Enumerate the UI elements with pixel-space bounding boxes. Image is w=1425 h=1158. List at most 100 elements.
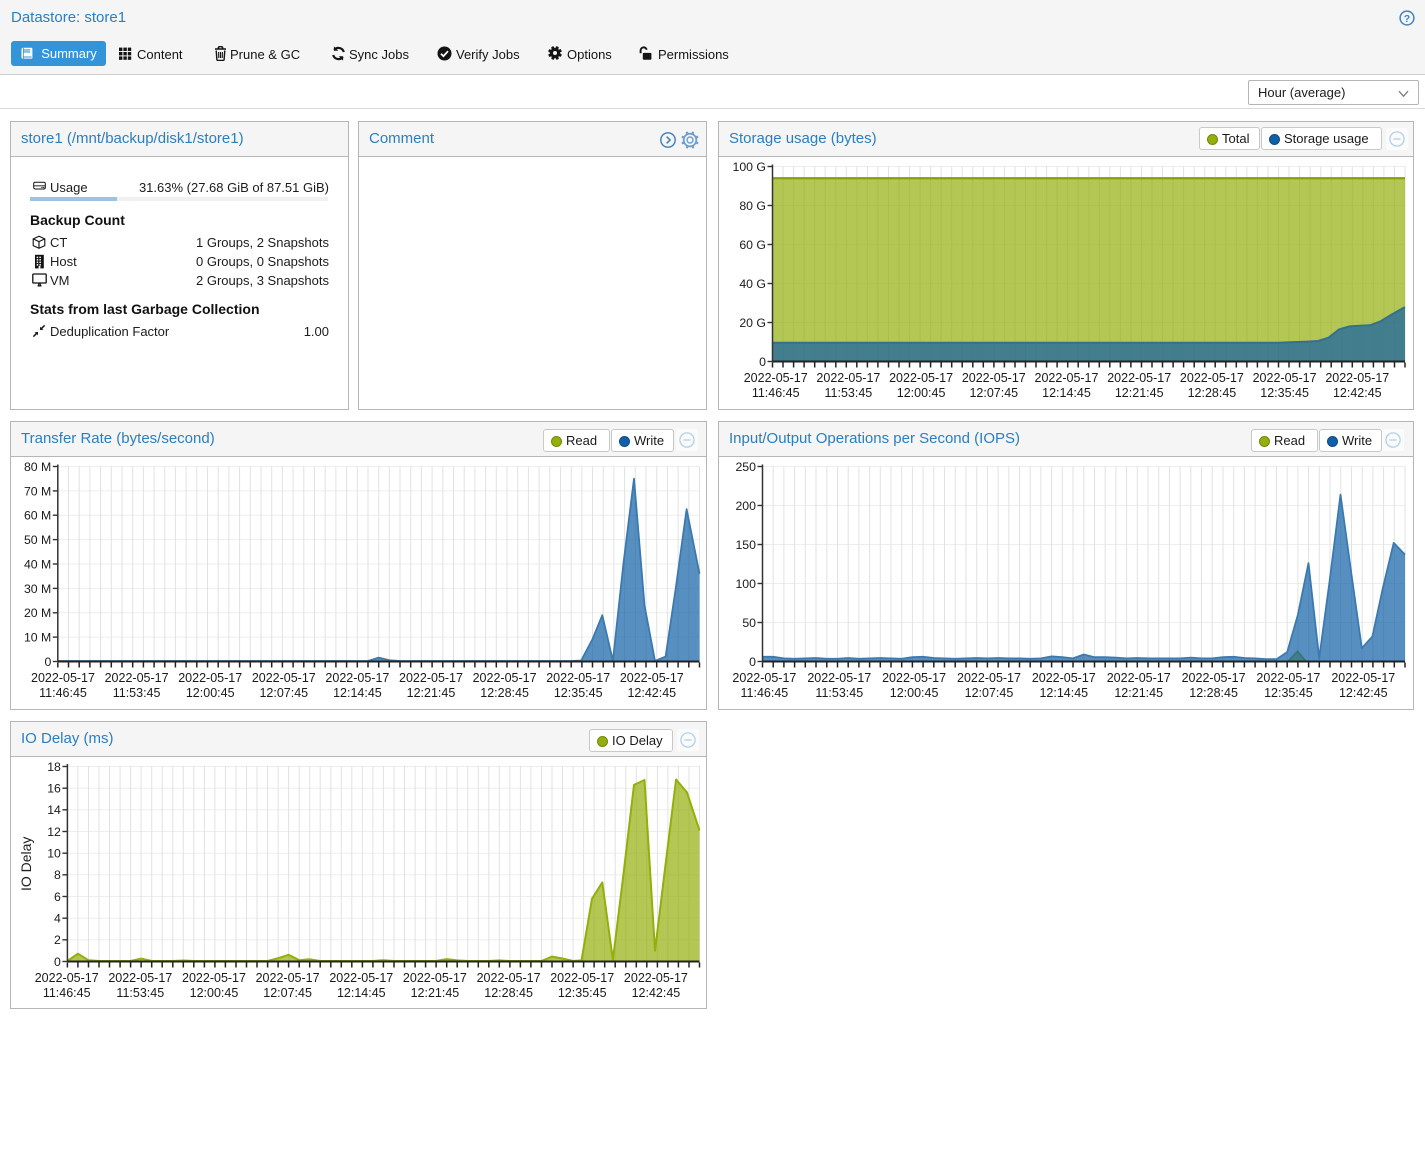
svg-text:12:07:45: 12:07:45 bbox=[263, 986, 312, 1000]
svg-text:2022-05-17: 2022-05-17 bbox=[399, 671, 463, 685]
svg-text:2022-05-17: 2022-05-17 bbox=[473, 671, 537, 685]
svg-text:20 M: 20 M bbox=[24, 606, 51, 620]
svg-text:12:35:45: 12:35:45 bbox=[558, 986, 607, 1000]
svg-text:12:14:45: 12:14:45 bbox=[1039, 686, 1088, 700]
svg-text:8: 8 bbox=[54, 868, 61, 882]
svg-text:12:28:45: 12:28:45 bbox=[1188, 386, 1237, 400]
svg-text:2022-05-17: 2022-05-17 bbox=[882, 671, 946, 685]
svg-text:50: 50 bbox=[742, 616, 756, 630]
svg-text:11:46:45: 11:46:45 bbox=[43, 986, 91, 1000]
svg-text:10: 10 bbox=[47, 847, 61, 861]
svg-text:11:53:45: 11:53:45 bbox=[116, 986, 164, 1000]
svg-text:12:14:45: 12:14:45 bbox=[337, 986, 386, 1000]
svg-text:2022-05-17: 2022-05-17 bbox=[807, 671, 871, 685]
svg-text:2022-05-17: 2022-05-17 bbox=[178, 671, 242, 685]
svg-text:20 G: 20 G bbox=[739, 316, 766, 330]
svg-text:2022-05-17: 2022-05-17 bbox=[1253, 371, 1317, 385]
svg-text:12:21:45: 12:21:45 bbox=[411, 986, 460, 1000]
svg-text:2022-05-17: 2022-05-17 bbox=[1331, 671, 1395, 685]
svg-text:12:35:45: 12:35:45 bbox=[1260, 386, 1309, 400]
svg-text:80 G: 80 G bbox=[739, 199, 766, 213]
svg-text:2022-05-17: 2022-05-17 bbox=[1032, 671, 1096, 685]
svg-text:2022-05-17: 2022-05-17 bbox=[620, 671, 684, 685]
svg-text:2022-05-17: 2022-05-17 bbox=[252, 671, 316, 685]
svg-text:12:42:45: 12:42:45 bbox=[1333, 386, 1382, 400]
svg-text:12:28:45: 12:28:45 bbox=[480, 686, 529, 700]
svg-text:14: 14 bbox=[47, 803, 61, 817]
svg-text:11:46:45: 11:46:45 bbox=[752, 386, 800, 400]
svg-text:60 M: 60 M bbox=[24, 509, 51, 523]
svg-text:2022-05-17: 2022-05-17 bbox=[108, 971, 172, 985]
svg-text:12:21:45: 12:21:45 bbox=[1115, 386, 1164, 400]
svg-text:12:42:45: 12:42:45 bbox=[627, 686, 676, 700]
svg-text:12:00:45: 12:00:45 bbox=[186, 686, 235, 700]
svg-text:2022-05-17: 2022-05-17 bbox=[550, 971, 614, 985]
svg-text:12:14:45: 12:14:45 bbox=[333, 686, 382, 700]
svg-text:150: 150 bbox=[735, 538, 756, 552]
svg-text:16: 16 bbox=[47, 782, 61, 796]
svg-text:12:35:45: 12:35:45 bbox=[1264, 686, 1313, 700]
svg-text:12:35:45: 12:35:45 bbox=[554, 686, 603, 700]
svg-text:2022-05-17: 2022-05-17 bbox=[325, 671, 389, 685]
svg-text:12:21:45: 12:21:45 bbox=[407, 686, 456, 700]
svg-text:12:28:45: 12:28:45 bbox=[484, 986, 533, 1000]
svg-text:12:07:45: 12:07:45 bbox=[969, 386, 1018, 400]
svg-text:2022-05-17: 2022-05-17 bbox=[624, 971, 688, 985]
svg-text:2022-05-17: 2022-05-17 bbox=[816, 371, 880, 385]
svg-text:2022-05-17: 2022-05-17 bbox=[1182, 671, 1246, 685]
svg-text:2022-05-17: 2022-05-17 bbox=[732, 671, 796, 685]
svg-text:200: 200 bbox=[735, 499, 756, 513]
svg-text:30 M: 30 M bbox=[24, 582, 51, 596]
svg-text:12:00:45: 12:00:45 bbox=[890, 686, 939, 700]
svg-text:2022-05-17: 2022-05-17 bbox=[477, 971, 541, 985]
svg-text:18: 18 bbox=[47, 760, 61, 774]
svg-text:11:46:45: 11:46:45 bbox=[741, 686, 789, 700]
svg-text:40 M: 40 M bbox=[24, 557, 51, 571]
svg-text:IO Delay: IO Delay bbox=[18, 837, 34, 891]
svg-text:2022-05-17: 2022-05-17 bbox=[957, 671, 1021, 685]
svg-text:250: 250 bbox=[735, 460, 756, 474]
svg-text:10 M: 10 M bbox=[24, 631, 51, 645]
svg-text:2022-05-17: 2022-05-17 bbox=[256, 971, 320, 985]
svg-text:12: 12 bbox=[47, 825, 61, 839]
svg-text:12:21:45: 12:21:45 bbox=[1114, 686, 1163, 700]
svg-text:2022-05-17: 2022-05-17 bbox=[1180, 371, 1244, 385]
svg-text:11:53:45: 11:53:45 bbox=[815, 686, 863, 700]
svg-text:12:00:45: 12:00:45 bbox=[190, 986, 239, 1000]
svg-text:2: 2 bbox=[54, 933, 61, 947]
svg-text:11:53:45: 11:53:45 bbox=[113, 686, 161, 700]
svg-text:0: 0 bbox=[749, 655, 756, 669]
svg-text:11:53:45: 11:53:45 bbox=[825, 386, 873, 400]
svg-text:12:28:45: 12:28:45 bbox=[1189, 686, 1238, 700]
svg-text:60 G: 60 G bbox=[739, 238, 766, 252]
svg-text:2022-05-17: 2022-05-17 bbox=[889, 371, 953, 385]
svg-text:2022-05-17: 2022-05-17 bbox=[182, 971, 246, 985]
svg-text:2022-05-17: 2022-05-17 bbox=[105, 671, 169, 685]
svg-text:50 M: 50 M bbox=[24, 533, 51, 547]
svg-text:70 M: 70 M bbox=[24, 484, 51, 498]
svg-text:0: 0 bbox=[44, 655, 51, 669]
svg-text:6: 6 bbox=[54, 890, 61, 904]
svg-text:?: ? bbox=[1404, 13, 1410, 25]
svg-text:12:07:45: 12:07:45 bbox=[259, 686, 308, 700]
svg-text:2022-05-17: 2022-05-17 bbox=[962, 371, 1026, 385]
svg-text:2022-05-17: 2022-05-17 bbox=[1107, 671, 1171, 685]
svg-text:2022-05-17: 2022-05-17 bbox=[546, 671, 610, 685]
svg-text:12:07:45: 12:07:45 bbox=[965, 686, 1014, 700]
svg-text:2022-05-17: 2022-05-17 bbox=[1035, 371, 1099, 385]
svg-text:40 G: 40 G bbox=[739, 277, 766, 291]
svg-text:12:14:45: 12:14:45 bbox=[1042, 386, 1091, 400]
svg-text:2022-05-17: 2022-05-17 bbox=[1107, 371, 1171, 385]
svg-text:2022-05-17: 2022-05-17 bbox=[1256, 671, 1320, 685]
svg-text:11:46:45: 11:46:45 bbox=[39, 686, 87, 700]
svg-text:80 M: 80 M bbox=[24, 460, 51, 474]
svg-text:2022-05-17: 2022-05-17 bbox=[744, 371, 808, 385]
svg-text:0: 0 bbox=[759, 355, 766, 369]
svg-text:0: 0 bbox=[54, 955, 61, 969]
svg-text:2022-05-17: 2022-05-17 bbox=[35, 971, 99, 985]
svg-text:2022-05-17: 2022-05-17 bbox=[1325, 371, 1389, 385]
svg-text:2022-05-17: 2022-05-17 bbox=[403, 971, 467, 985]
svg-text:2022-05-17: 2022-05-17 bbox=[329, 971, 393, 985]
svg-text:12:42:45: 12:42:45 bbox=[1339, 686, 1388, 700]
svg-text:12:42:45: 12:42:45 bbox=[632, 986, 681, 1000]
